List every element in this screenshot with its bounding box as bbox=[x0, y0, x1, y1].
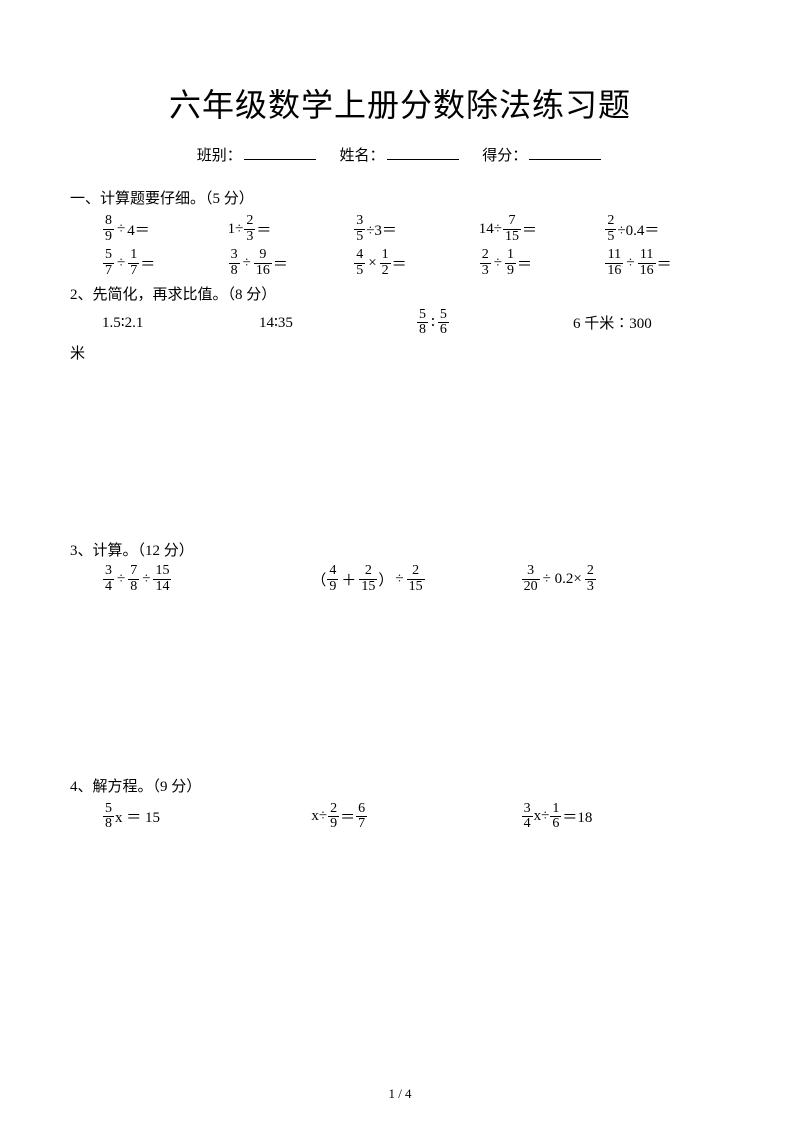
s4-row: 58 x ＝ 15 x÷ 29 ＝ 67 34 x÷ 16 ＝18 bbox=[70, 802, 730, 832]
name-blank bbox=[387, 146, 459, 160]
q1g: 38 ÷ 916 ＝ bbox=[228, 248, 354, 278]
q2b: 14∶35 bbox=[259, 313, 416, 332]
q4c: 34 x÷ 16 ＝18 bbox=[521, 802, 730, 832]
score-label: 得分： bbox=[482, 148, 527, 164]
name-label: 姓名： bbox=[339, 148, 384, 164]
s1-row2: 57 ÷ 17 ＝ 38 ÷ 916 ＝ 45 × 12 ＝ 23 ÷ 19 ＝… bbox=[70, 248, 730, 278]
section-1-head: 一、计算题要仔细。（5 分） bbox=[70, 187, 730, 208]
q1i: 23 ÷ 19 ＝ bbox=[479, 248, 605, 278]
q1a: 89 ÷4＝ bbox=[70, 214, 228, 244]
q1h: 45 × 12 ＝ bbox=[353, 248, 479, 278]
q3a: 34 ÷ 78 ÷ 1514 bbox=[70, 564, 311, 594]
work-space-1 bbox=[70, 369, 730, 539]
q3b: （ 49 ＋ 215 ） ÷ 215 bbox=[311, 564, 520, 594]
q1c: 35 ÷3＝ bbox=[353, 214, 479, 244]
s1-row1: 89 ÷4＝ 1÷ 23 ＝ 35 ÷3＝ 14÷ 715 ＝ 25 ÷0.4＝ bbox=[70, 214, 730, 244]
q3c: 320 ÷ 0.2× 23 bbox=[521, 564, 730, 594]
class-blank bbox=[244, 146, 316, 160]
s3-row: 34 ÷ 78 ÷ 1514 （ 49 ＋ 215 ） ÷ 215 320 ÷ … bbox=[70, 564, 730, 594]
info-line: 班别： 姓名： 得分： bbox=[70, 144, 730, 165]
page-number: 1 / 4 bbox=[0, 1086, 800, 1102]
q2d-tail: 米 bbox=[70, 342, 730, 363]
q1d: 14÷ 715 ＝ bbox=[479, 214, 605, 244]
q2a: 1.5∶2.1 bbox=[70, 313, 259, 332]
section-4-head: 4、解方程。（9 分） bbox=[70, 775, 730, 796]
s2-row: 1.5∶2.1 14∶35 58 ∶ 56 6 千米∶300 bbox=[70, 308, 730, 338]
q1e: 25 ÷0.4＝ bbox=[604, 214, 730, 244]
q1f: 57 ÷ 17 ＝ bbox=[70, 248, 228, 278]
q1b: 1÷ 23 ＝ bbox=[228, 214, 354, 244]
page-title: 六年级数学上册分数除法练习题 bbox=[70, 80, 730, 126]
q2d: 6 千米∶300 bbox=[573, 312, 730, 333]
q4b: x÷ 29 ＝ 67 bbox=[311, 802, 520, 832]
q1j: 1116 ÷ 1116 ＝ bbox=[604, 248, 730, 278]
class-label: 班别： bbox=[197, 148, 242, 164]
section-2-head: 2、先简化，再求比值。（8 分） bbox=[70, 283, 730, 304]
q4a: 58 x ＝ 15 bbox=[70, 802, 311, 832]
section-3-head: 3、计算。（12 分） bbox=[70, 539, 730, 560]
q2c: 58 ∶ 56 bbox=[416, 308, 573, 338]
score-blank bbox=[529, 146, 601, 160]
work-space-2 bbox=[70, 595, 730, 775]
